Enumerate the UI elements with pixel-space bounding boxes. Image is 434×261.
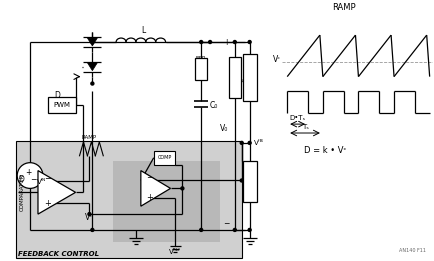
Circle shape bbox=[240, 179, 243, 182]
Circle shape bbox=[91, 228, 94, 232]
Circle shape bbox=[91, 40, 94, 44]
Circle shape bbox=[17, 163, 43, 188]
Circle shape bbox=[208, 40, 211, 44]
Bar bbox=[48, 97, 76, 113]
Text: COMPARATOR: COMPARATOR bbox=[20, 174, 25, 211]
Text: D: D bbox=[18, 175, 24, 185]
Circle shape bbox=[233, 228, 236, 232]
Text: Vᶜ: Vᶜ bbox=[85, 213, 93, 222]
Circle shape bbox=[181, 187, 184, 190]
Text: −: − bbox=[30, 175, 36, 184]
Text: +: + bbox=[44, 199, 51, 208]
Text: R1: R1 bbox=[244, 171, 254, 181]
Text: FEEDBACK CONTROL: FEEDBACK CONTROL bbox=[18, 251, 99, 257]
Polygon shape bbox=[141, 171, 170, 206]
Text: AN140 F11: AN140 F11 bbox=[398, 248, 425, 253]
Polygon shape bbox=[38, 171, 76, 214]
Text: +: + bbox=[145, 193, 152, 202]
Text: Vᴵᴺ: Vᴵᴺ bbox=[37, 180, 46, 185]
Text: D = k • Vᶜ: D = k • Vᶜ bbox=[303, 146, 346, 155]
Text: LOAD: LOAD bbox=[234, 79, 248, 84]
Text: C₀: C₀ bbox=[210, 101, 218, 110]
Text: PWM: PWM bbox=[53, 102, 70, 108]
Text: V₀: V₀ bbox=[220, 124, 228, 133]
Circle shape bbox=[199, 228, 202, 232]
Circle shape bbox=[233, 40, 236, 44]
Bar bbox=[16, 141, 241, 258]
Text: D: D bbox=[54, 91, 59, 100]
Text: ESR: ESR bbox=[195, 56, 206, 61]
Text: R2: R2 bbox=[244, 70, 254, 79]
Circle shape bbox=[88, 213, 91, 216]
Bar bbox=[242, 54, 256, 101]
Bar bbox=[242, 161, 256, 202]
Text: −: − bbox=[44, 174, 51, 183]
Bar bbox=[113, 161, 220, 242]
Text: Vᶠᴮ: Vᶠᴮ bbox=[253, 140, 263, 146]
Text: RAMP: RAMP bbox=[331, 3, 355, 12]
Circle shape bbox=[199, 40, 202, 44]
Text: −: − bbox=[145, 174, 152, 182]
Polygon shape bbox=[87, 38, 97, 46]
Text: Vᴿᴸᶠ: Vᴿᴸᶠ bbox=[169, 249, 181, 255]
Text: D•Tₛ: D•Tₛ bbox=[289, 115, 305, 121]
Text: Vᶜ: Vᶜ bbox=[273, 55, 281, 64]
Bar bbox=[153, 151, 175, 165]
Text: +: + bbox=[25, 168, 31, 177]
Circle shape bbox=[247, 228, 250, 232]
Text: Tₛ: Tₛ bbox=[301, 124, 308, 130]
Circle shape bbox=[247, 141, 250, 144]
Circle shape bbox=[247, 40, 250, 44]
Text: R: R bbox=[199, 62, 203, 67]
Text: +: + bbox=[223, 38, 229, 47]
Text: COMP: COMP bbox=[157, 155, 171, 160]
Bar bbox=[195, 58, 207, 80]
Polygon shape bbox=[87, 63, 97, 71]
Text: RAMP: RAMP bbox=[82, 135, 97, 140]
Circle shape bbox=[91, 82, 94, 85]
Text: R: R bbox=[231, 73, 235, 78]
Text: −: − bbox=[223, 219, 229, 228]
Circle shape bbox=[240, 141, 243, 144]
Text: L: L bbox=[141, 26, 145, 35]
Bar bbox=[228, 57, 240, 98]
